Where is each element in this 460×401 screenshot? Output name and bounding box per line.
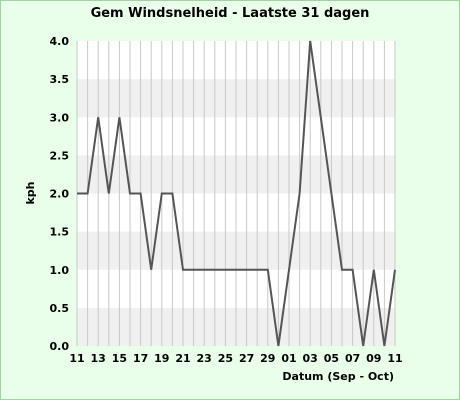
x-tick-label: 25 [218, 352, 233, 365]
x-axis-label: Datum (Sep - Oct) [282, 370, 394, 383]
chart-title: Gem Windsnelheid - Laatste 31 dagen [91, 6, 370, 21]
x-tick-label: 13 [91, 352, 106, 365]
x-tick-label: 19 [154, 352, 169, 365]
y-axis: 0.0 0.5 1.0 1.5 2.0 2.5 3.0 3.5 4.0 [50, 35, 70, 353]
y-tick-label: 3.5 [50, 73, 70, 86]
x-tick-label: 01 [281, 352, 296, 365]
x-tick-label: 07 [345, 352, 360, 365]
y-tick-label: 2.0 [50, 188, 70, 201]
y-tick-label: 0.0 [50, 340, 70, 353]
y-tick-label: 1.5 [50, 226, 70, 239]
x-tick-label: 27 [239, 352, 254, 365]
y-tick-label: 1.0 [50, 264, 70, 277]
x-tick-label: 21 [175, 352, 190, 365]
x-tick-label: 09 [366, 352, 381, 365]
x-tick-label: 17 [133, 352, 148, 365]
x-tick-label: 11 [69, 352, 84, 365]
y-tick-label: 3.0 [50, 111, 70, 124]
x-tick-label: 23 [197, 352, 212, 365]
y-tick-label: 0.5 [50, 302, 70, 315]
x-tick-label: 05 [324, 352, 339, 365]
y-axis-label: kph [24, 181, 37, 204]
x-tick-label: 11 [387, 352, 402, 365]
x-axis: 11 13 15 17 19 21 23 25 27 29 01 03 05 07 09 11 [69, 352, 402, 365]
y-tick-label: 4.0 [50, 35, 70, 48]
x-tick-label: 15 [112, 352, 127, 365]
x-tick-label: 03 [303, 352, 318, 365]
y-tick-label: 2.5 [50, 149, 70, 162]
x-tick-label: 29 [260, 352, 275, 365]
